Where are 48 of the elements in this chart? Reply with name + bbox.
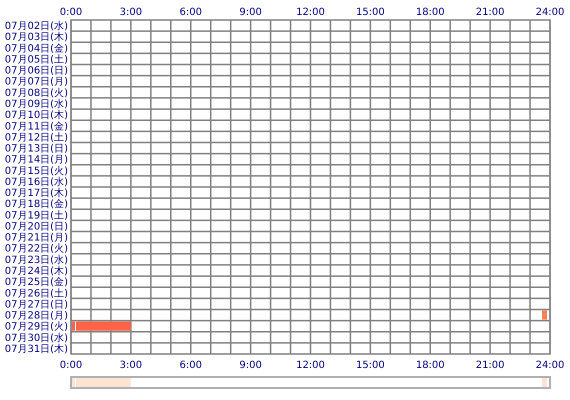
x2-tick-label: 24:00: [536, 360, 564, 371]
y-tick-label: 07月12日(土): [4, 131, 68, 144]
y-tick-label: 07月28日(月): [4, 310, 68, 322]
x-tick-label: 15:00: [356, 7, 385, 18]
y-tick-label: 07月04日(金): [4, 42, 68, 54]
y-tick-label: 07月20日(日): [4, 221, 68, 232]
x2-tick-label: 21:00: [476, 360, 505, 371]
x2-tick-label: 9:00: [239, 360, 262, 371]
y-tick-label: 07月19日(土): [4, 209, 68, 222]
y-tick-label: 07月23日(水): [4, 254, 68, 266]
y-tick-label: 07月26日(土): [4, 287, 68, 300]
y-tick-label: 07月29日(火): [4, 320, 68, 333]
x2-tick-label: 15:00: [356, 360, 385, 371]
y-tick-label: 07月07日(月): [4, 76, 68, 88]
y-tick-label: 07月16日(水): [4, 176, 68, 188]
y-tick-label: 07月02日(水): [4, 20, 68, 32]
x-tick-label: 21:00: [476, 7, 505, 18]
y-tick-label: 07月17日(木): [4, 187, 68, 200]
x-tick-label: 12:00: [296, 7, 325, 18]
y-tick-label: 07月31日(木): [4, 342, 68, 355]
y-tick-label: 07月30日(水): [4, 332, 68, 344]
x-tick-label: 24:00: [536, 7, 564, 18]
y-tick-label: 07月06日(日): [4, 66, 68, 77]
y-tick-label: 07月13日(日): [4, 144, 68, 155]
x2-tick-label: 0:00: [60, 360, 82, 371]
x2-tick-label: 12:00: [296, 360, 325, 371]
y-tick-label: 07月09日(水): [4, 98, 68, 110]
y-tick-label: 07月14日(月): [4, 154, 68, 166]
x2-tick-label: 6:00: [180, 360, 202, 371]
y-tick-label: 07月11日(金): [4, 120, 68, 132]
y-tick-label: 07月08日(火): [4, 86, 68, 99]
x-tick-label: 3:00: [120, 7, 142, 18]
x-tick-label: 6:00: [180, 7, 202, 18]
x-tick-label: 9:00: [239, 7, 262, 18]
y-tick-label: 07月25日(金): [4, 276, 68, 288]
y-tick-label: 07月22日(火): [4, 242, 68, 255]
x-tick-label: 18:00: [416, 7, 445, 18]
y-tick-label: 07月24日(木): [4, 265, 68, 277]
y-tick-label: 07月15日(火): [4, 164, 68, 177]
y-tick-label: 07月03日(木): [4, 31, 68, 44]
x2-tick-label: 18:00: [416, 360, 445, 371]
y-tick-label: 07月10日(木): [4, 109, 68, 122]
y-tick-label: 07月05日(土): [4, 53, 68, 66]
x2-tick-label: 3:00: [120, 360, 142, 371]
y-tick-label: 07月21日(月): [4, 232, 68, 244]
y-tick-label: 07月18日(金): [4, 198, 68, 210]
y-tick-label: 07月27日(日): [4, 299, 68, 310]
x-tick-label: 0:00: [60, 7, 82, 18]
